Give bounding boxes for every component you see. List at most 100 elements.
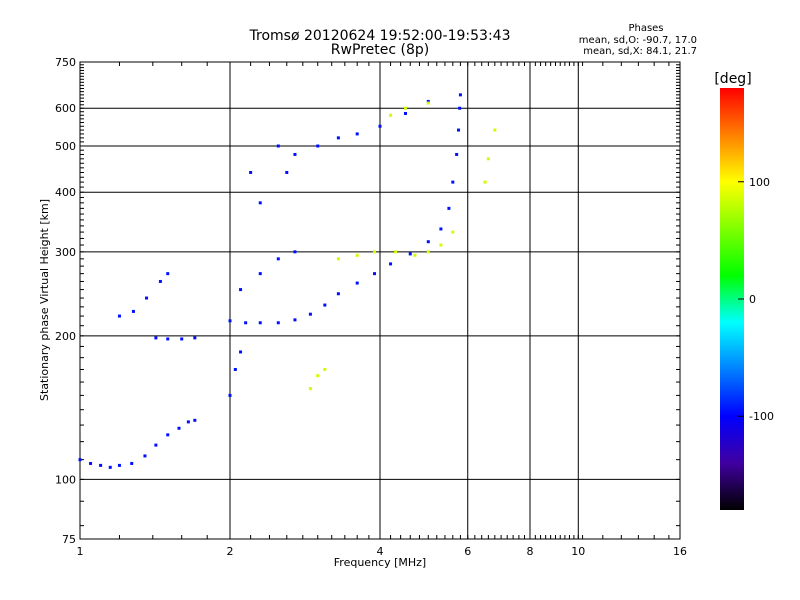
gridlines <box>80 62 680 539</box>
y-tick-label: 750 <box>55 56 76 69</box>
minor-ticks <box>79 61 680 539</box>
colorbar-ticks: 100 0 -100 <box>738 176 774 423</box>
scatter-point <box>193 336 197 340</box>
scatter-point <box>154 443 158 447</box>
scatter-point <box>336 136 340 140</box>
scatter-point <box>493 128 497 132</box>
y-tick-label: 75 <box>62 533 76 546</box>
colorbar-unit-label: [deg] <box>714 71 751 87</box>
scatter-point <box>258 201 262 205</box>
x-axis-label: Frequency [MHz] <box>334 556 426 569</box>
scatter-point <box>293 152 297 156</box>
scatter-point <box>249 170 253 174</box>
x-tick-label: 10 <box>571 545 585 558</box>
x-tick-labels: 1 2 4 6 8 10 16 <box>77 545 688 558</box>
scatter-point <box>413 253 417 257</box>
y-tick-label: 500 <box>55 140 76 153</box>
x-tick-label: 4 <box>377 545 384 558</box>
scatter-point <box>239 288 243 292</box>
scatter-point <box>308 312 312 316</box>
scatter-point <box>336 257 340 261</box>
scatter-point <box>426 99 430 103</box>
scatter-point <box>373 272 377 276</box>
scatter-point <box>145 296 149 300</box>
chart-subtitle: RwPretec (8p) <box>331 42 429 58</box>
chart-title: Tromsø 20120624 19:52:00-19:53:43 <box>249 28 511 44</box>
y-tick-label: 200 <box>55 330 76 343</box>
scatter-point <box>258 272 262 276</box>
scatter-point <box>426 240 430 244</box>
scatter-point <box>316 144 320 148</box>
colorbar-tick-label: 100 <box>749 176 770 189</box>
scatter-point <box>394 250 398 254</box>
y-tick-label: 600 <box>55 102 76 115</box>
scatter-point <box>316 374 320 378</box>
scatter-point <box>355 132 359 136</box>
y-tick-label: 400 <box>55 186 76 199</box>
scatter-point <box>447 206 451 210</box>
scatter-point <box>276 144 280 148</box>
scatter-point <box>451 180 455 184</box>
scatter-point <box>166 433 170 437</box>
scatter-point <box>336 292 340 296</box>
scatter-point <box>285 170 289 174</box>
scatter-point <box>457 128 461 132</box>
scatter-point <box>130 461 134 465</box>
phase-info-x: mean, sd,X: 84.1, 21.7 <box>583 46 697 57</box>
colorbar-tick-label: 0 <box>749 293 756 306</box>
scatter-point <box>455 152 459 156</box>
scatter-point <box>389 113 393 117</box>
scatter-point <box>154 336 158 340</box>
scatter-point <box>99 463 103 467</box>
scatter-point <box>228 393 232 397</box>
scatter-point <box>239 350 243 354</box>
scatter-point <box>244 321 248 325</box>
y-tick-label: 300 <box>55 246 76 259</box>
scatter-point <box>166 272 170 276</box>
scatter-point <box>378 124 382 128</box>
x-tick-label: 8 <box>527 545 534 558</box>
scatter-point <box>323 367 327 371</box>
y-tick-label: 100 <box>55 473 76 486</box>
scatter-point <box>186 420 190 424</box>
scatter-points <box>78 93 497 469</box>
scatter-point <box>403 106 407 110</box>
scatter-point <box>439 243 443 247</box>
scatter-point <box>408 252 412 256</box>
scatter-point <box>193 418 197 422</box>
plot-area <box>78 61 681 540</box>
scatter-point <box>293 318 297 322</box>
phase-info-o: mean, sd,O: -90.7, 17.0 <box>579 35 697 46</box>
scatter-point <box>117 463 121 467</box>
scatter-point <box>439 227 443 231</box>
scatter-point <box>89 461 93 465</box>
scatter-point <box>276 321 280 325</box>
scatter-point <box>323 303 327 307</box>
scatter-point <box>451 230 455 234</box>
scatter-point <box>458 106 462 110</box>
scatter-point <box>355 253 359 257</box>
scatter-point <box>426 101 430 105</box>
x-tick-label: 16 <box>673 545 687 558</box>
scatter-point <box>258 321 262 325</box>
scatter-point <box>458 93 462 97</box>
scatter-point <box>117 314 121 318</box>
scatter-point <box>276 257 280 261</box>
colorbar-tick-label: -100 <box>749 410 774 423</box>
scatter-point <box>389 262 393 266</box>
scatter-point <box>233 367 237 371</box>
x-tick-label: 6 <box>464 545 471 558</box>
y-axis-label: Stationary phase Virtual Height [km] <box>38 199 51 401</box>
scatter-point <box>131 309 135 313</box>
scatter-point <box>308 387 312 391</box>
scatter-point <box>78 458 82 462</box>
scatter-point <box>403 111 407 115</box>
y-tick-labels: 75 100 200 300 400 500 600 750 <box>55 56 76 546</box>
scatter-point <box>373 250 377 254</box>
scatter-point <box>228 319 232 323</box>
scatter-point <box>158 279 162 283</box>
scatter-point <box>486 157 490 161</box>
scatter-point <box>166 337 170 341</box>
scatter-point <box>108 465 112 469</box>
